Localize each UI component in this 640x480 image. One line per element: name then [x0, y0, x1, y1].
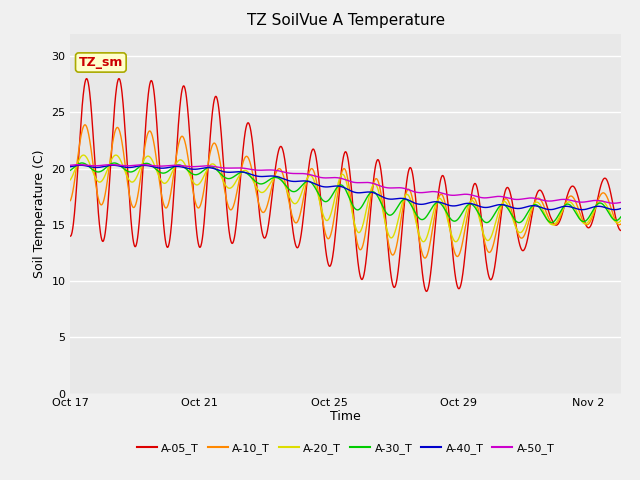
A-20_T — [617, 218, 625, 224]
A-10_T — [81, 122, 89, 128]
A-10_T — [497, 209, 504, 215]
A-20_T — [67, 177, 74, 182]
A-05_T — [189, 181, 196, 187]
A-20_T — [497, 204, 504, 210]
A-05_T — [617, 228, 625, 233]
Y-axis label: Soil Temperature (C): Soil Temperature (C) — [33, 149, 46, 278]
A-30_T — [617, 214, 625, 220]
Line: A-05_T: A-05_T — [70, 79, 621, 291]
Line: A-30_T: A-30_T — [70, 163, 621, 223]
A-50_T — [108, 162, 115, 168]
A-05_T — [67, 233, 74, 239]
A-40_T — [67, 164, 74, 169]
A-30_T — [157, 170, 165, 176]
A-40_T — [82, 163, 90, 168]
A-40_T — [362, 189, 370, 195]
Title: TZ SoilVue A Temperature: TZ SoilVue A Temperature — [246, 13, 445, 28]
A-10_T — [421, 255, 429, 261]
A-50_T — [617, 200, 625, 205]
Legend: A-05_T, A-10_T, A-20_T, A-30_T, A-40_T, A-50_T: A-05_T, A-10_T, A-20_T, A-30_T, A-40_T, … — [132, 439, 559, 458]
A-40_T — [617, 206, 625, 212]
A-05_T — [362, 255, 370, 261]
A-10_T — [205, 159, 212, 165]
A-50_T — [82, 162, 90, 168]
A-20_T — [362, 207, 370, 213]
A-20_T — [82, 154, 90, 159]
A-10_T — [67, 198, 74, 204]
A-05_T — [82, 77, 90, 83]
X-axis label: Time: Time — [330, 410, 361, 423]
A-05_T — [205, 159, 212, 165]
A-30_T — [189, 171, 196, 177]
A-30_T — [496, 203, 504, 209]
A-40_T — [205, 165, 212, 170]
Line: A-50_T: A-50_T — [70, 165, 621, 203]
A-30_T — [547, 220, 555, 226]
A-10_T — [362, 224, 370, 230]
A-40_T — [157, 165, 165, 171]
A-10_T — [189, 187, 196, 193]
A-40_T — [77, 162, 84, 168]
A-50_T — [496, 193, 504, 199]
A-40_T — [579, 207, 586, 213]
Line: A-40_T: A-40_T — [70, 165, 621, 210]
A-20_T — [452, 239, 460, 245]
A-20_T — [157, 178, 165, 183]
A-30_T — [111, 160, 118, 166]
A-20_T — [189, 179, 196, 184]
A-50_T — [157, 163, 165, 169]
A-05_T — [422, 288, 430, 294]
Line: A-10_T: A-10_T — [70, 125, 621, 258]
A-50_T — [189, 164, 196, 169]
A-40_T — [496, 202, 504, 207]
A-30_T — [362, 196, 370, 202]
A-05_T — [497, 218, 504, 224]
A-10_T — [157, 190, 165, 196]
A-30_T — [82, 161, 90, 167]
Line: A-20_T: A-20_T — [70, 155, 621, 242]
A-05_T — [83, 76, 90, 82]
A-20_T — [80, 152, 88, 158]
A-05_T — [157, 189, 165, 195]
A-50_T — [67, 162, 74, 168]
A-30_T — [67, 168, 74, 173]
A-10_T — [617, 221, 625, 227]
A-30_T — [205, 164, 212, 170]
A-10_T — [82, 122, 90, 128]
A-50_T — [362, 180, 370, 185]
A-50_T — [205, 163, 212, 168]
A-20_T — [205, 164, 212, 170]
A-50_T — [610, 200, 618, 206]
A-40_T — [189, 167, 196, 172]
Text: TZ_sm: TZ_sm — [79, 56, 123, 69]
